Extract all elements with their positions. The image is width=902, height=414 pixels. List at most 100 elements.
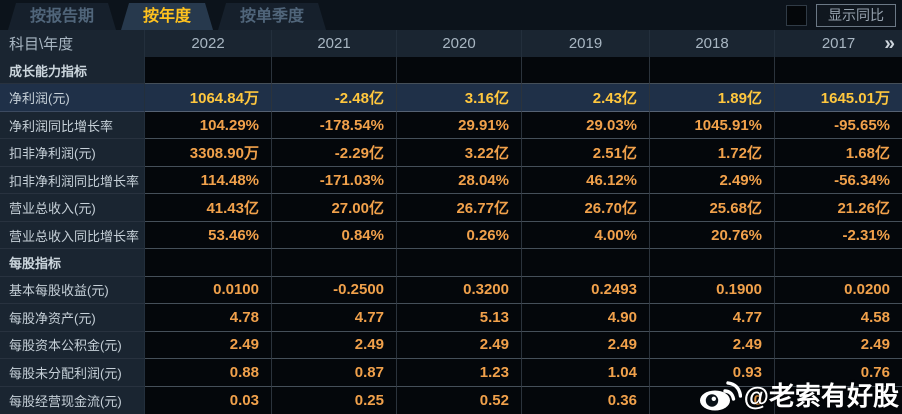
cell-2022: 0.0100 <box>145 276 272 305</box>
cell-2020: 5.13 <box>397 304 522 332</box>
cell-2017: 0.0200 <box>775 276 902 305</box>
cell-2020: 0.3200 <box>397 276 522 305</box>
row-label: 净利润(元) <box>9 91 70 107</box>
financial-metrics-table: 科目\年度 2022 2021 2020 2019 2018 2017 » 成长… <box>0 30 902 414</box>
row-label: 营业总收入同比增长率 <box>9 228 140 244</box>
cell-2022: 0.03 <box>145 386 272 414</box>
cell-2018: 0.93 <box>650 359 775 387</box>
table-row[interactable]: 每股资本公积金(元) 2.49 2.49 2.49 2.49 2.49 2.49 <box>0 331 902 360</box>
cell-2020: 29.91% <box>397 111 522 140</box>
cell-2021: 4.77 <box>272 304 397 332</box>
cell-2017: 21.26亿 <box>775 194 902 222</box>
row-label: 扣非净利润同比增长率 <box>9 173 140 189</box>
cell-2018 <box>650 57 775 85</box>
cell-2019: 2.51亿 <box>522 139 650 167</box>
cell-2021 <box>272 57 397 85</box>
row-label: 扣非净利润(元) <box>9 146 96 162</box>
table-row[interactable]: 每股未分配利润(元) 0.88 0.87 1.23 1.04 0.93 0.76 <box>0 359 902 387</box>
cell-2018: 2.49% <box>650 166 775 195</box>
cell-2018: 2.49 <box>650 331 775 360</box>
tab-by-report-period[interactable]: 按报告期 <box>8 3 116 30</box>
row-label: 每股经营现金流(元) <box>9 393 122 409</box>
table-row[interactable]: 每股经营现金流(元) 0.03 0.25 0.52 0.36 0 <box>0 386 902 414</box>
cell-2019: 4.00% <box>522 221 650 250</box>
cell-2020: 2.49 <box>397 331 522 360</box>
cell-2017: 1.68亿 <box>775 139 902 167</box>
table-row[interactable]: 营业总收入同比增长率 53.46% 0.84% 0.26% 4.00% 20.7… <box>0 221 902 250</box>
year-header-2017-label: 2017 <box>821 35 856 52</box>
cell-2022: 41.43亿 <box>145 194 272 222</box>
cell-2018: 1.89亿 <box>650 84 775 112</box>
cell-2022 <box>145 249 272 277</box>
cell-2018: 0 <box>650 386 775 414</box>
year-header-2019[interactable]: 2019 <box>522 30 650 57</box>
year-header-2021[interactable]: 2021 <box>272 30 397 57</box>
cell-2020: 3.22亿 <box>397 139 522 167</box>
cell-2021: -171.03% <box>272 166 397 195</box>
cell-2022: 1064.84万 <box>145 84 272 112</box>
cell-2018 <box>650 249 775 277</box>
cell-2022: 3308.90万 <box>145 139 272 167</box>
table-header-row: 科目\年度 2022 2021 2020 2019 2018 2017 » <box>0 30 902 57</box>
cell-2019: 0.2493 <box>522 276 650 305</box>
row-label: 成长能力指标 <box>9 63 88 79</box>
cell-2021: -0.2500 <box>272 276 397 305</box>
cell-2021: -178.54% <box>272 111 397 140</box>
cell-2022: 4.78 <box>145 304 272 332</box>
cell-2017: -2.31% <box>775 221 902 250</box>
table-row[interactable]: 基本每股收益(元) 0.0100 -0.2500 0.3200 0.2493 0… <box>0 276 902 305</box>
cell-2018: 0.1900 <box>650 276 775 305</box>
table-body: 成长能力指标 净利润(元) 1064.84万 -2.48亿 3.16亿 2.43… <box>0 57 902 414</box>
cell-2017: 4.58 <box>775 304 902 332</box>
cell-2019: 26.70亿 <box>522 194 650 222</box>
cell-2021: 27.00亿 <box>272 194 397 222</box>
cell-2019 <box>522 57 650 85</box>
cell-2018: 4.77 <box>650 304 775 332</box>
year-header-2017[interactable]: 2017 » <box>775 30 902 57</box>
more-years-icon[interactable]: » <box>884 33 895 54</box>
row-label: 营业总收入(元) <box>9 201 96 217</box>
year-header-2020[interactable]: 2020 <box>397 30 522 57</box>
corner-header: 科目\年度 <box>0 30 145 57</box>
tab-by-year[interactable]: 按年度 <box>121 3 213 30</box>
cell-2019: 29.03% <box>522 111 650 140</box>
table-row[interactable]: 每股指标 <box>0 249 902 277</box>
cell-2021: -2.29亿 <box>272 139 397 167</box>
cell-2020: 3.16亿 <box>397 84 522 112</box>
show-yoy-label[interactable]: 显示同比 <box>816 4 896 27</box>
table-row[interactable]: 营业总收入(元) 41.43亿 27.00亿 26.77亿 26.70亿 25.… <box>0 194 902 222</box>
table-row[interactable]: 扣非净利润(元) 3308.90万 -2.29亿 3.22亿 2.51亿 1.7… <box>0 139 902 167</box>
cell-2021: 0.84% <box>272 221 397 250</box>
cell-2020: 28.04% <box>397 166 522 195</box>
cell-2020 <box>397 57 522 85</box>
table-row[interactable]: 净利润同比增长率 104.29% -178.54% 29.91% 29.03% … <box>0 111 902 140</box>
row-label: 每股未分配利润(元) <box>9 365 122 381</box>
table-row[interactable]: 每股净资产(元) 4.78 4.77 5.13 4.90 4.77 4.58 <box>0 304 902 332</box>
cell-2018: 20.76% <box>650 221 775 250</box>
table-row[interactable]: 净利润(元) 1064.84万 -2.48亿 3.16亿 2.43亿 1.89亿… <box>0 84 902 112</box>
cell-2021: -2.48亿 <box>272 84 397 112</box>
tab-by-single-quarter[interactable]: 按单季度 <box>218 3 326 30</box>
year-header-2018[interactable]: 2018 <box>650 30 775 57</box>
cell-2017: 2.49 <box>775 331 902 360</box>
cell-2021: 0.25 <box>272 386 397 414</box>
cell-2017: 1645.01万 <box>775 84 902 112</box>
table-row[interactable]: 扣非净利润同比增长率 114.48% -171.03% 28.04% 46.12… <box>0 166 902 195</box>
show-yoy-checkbox[interactable] <box>786 5 807 26</box>
cell-2021 <box>272 249 397 277</box>
cell-2022 <box>145 57 272 85</box>
cell-2017: 0.76 <box>775 359 902 387</box>
table-row[interactable]: 成长能力指标 <box>0 57 902 85</box>
yoy-controls: 显示同比 <box>786 4 896 27</box>
cell-2020: 0.26% <box>397 221 522 250</box>
cell-2019: 46.12% <box>522 166 650 195</box>
cell-2022: 114.48% <box>145 166 272 195</box>
cell-2017 <box>775 57 902 85</box>
cell-2019: 2.49 <box>522 331 650 360</box>
year-header-2022[interactable]: 2022 <box>145 30 272 57</box>
cell-2018: 1.72亿 <box>650 139 775 167</box>
cell-2017: -56.34% <box>775 166 902 195</box>
cell-2018: 25.68亿 <box>650 194 775 222</box>
cell-2017: -95.65% <box>775 111 902 140</box>
row-label: 净利润同比增长率 <box>9 118 114 134</box>
